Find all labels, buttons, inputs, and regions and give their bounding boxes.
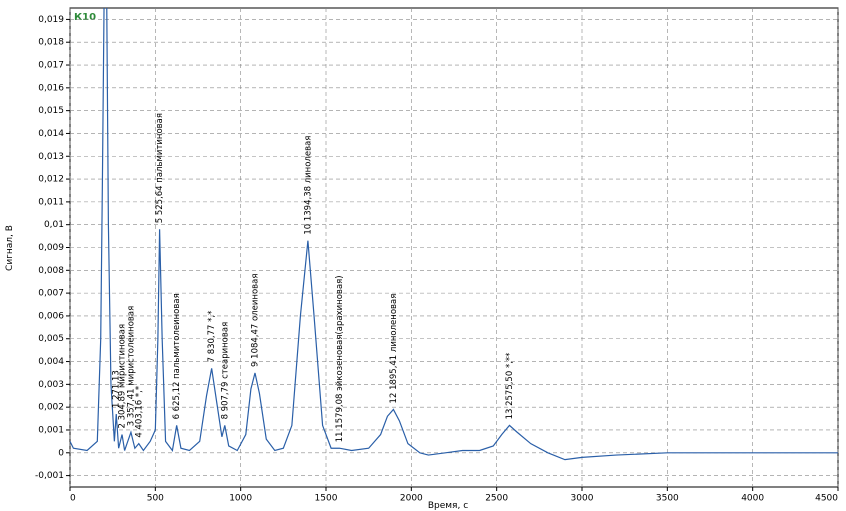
peak-label: 3 357,41 миристолеиновая <box>126 306 136 427</box>
x-tick-label: 2000 <box>400 494 423 504</box>
peak-label: 2 304,89 миристиновая <box>118 324 128 429</box>
peak-label: 13 2575,50 *,** <box>505 353 515 420</box>
peak-label: 6 625,12 пальмитолеиновая <box>172 293 182 419</box>
peak-label: 5 525,64 пальмитиновая <box>155 113 165 223</box>
peak-label: 9 1084,47 олеиновая <box>251 273 261 366</box>
x-tick-label: 0 <box>70 494 76 504</box>
y-tick-label: 0,002 <box>38 403 64 413</box>
y-axis-label: Сигнал, В <box>5 225 15 271</box>
trace-label: К10 <box>74 12 96 23</box>
y-tick-label: 0,016 <box>38 83 64 93</box>
y-tick-label: 0 <box>58 448 64 458</box>
x-tick-label: 500 <box>147 494 164 504</box>
peak-label: 8 907,79 стеариновая <box>220 322 230 420</box>
x-tick-label: 4000 <box>741 494 764 504</box>
y-tick-label: 0,013 <box>38 152 64 162</box>
x-tick-label: 1000 <box>229 494 252 504</box>
x-tick-label: 4500 <box>815 494 838 504</box>
y-tick-label: 0,001 <box>38 425 64 435</box>
peak-label: 7 830,77 *,* <box>207 311 217 363</box>
y-tick-label: -0,001 <box>35 471 64 481</box>
peak-label: 11 1579,08 эйкозеновая(арахиновая) <box>335 275 345 442</box>
y-tick-label: 0,007 <box>38 289 64 299</box>
y-tick-label: 0,006 <box>38 311 64 321</box>
y-tick-label: 0,005 <box>38 334 64 344</box>
y-tick-label: 0,012 <box>38 175 64 185</box>
x-tick-label: 3000 <box>571 494 594 504</box>
peak-label: 1 271,13 <box>112 370 122 408</box>
y-tick-label: 0,011 <box>38 197 64 207</box>
y-tick-label: 0,017 <box>38 61 64 71</box>
y-tick-label: 0,019 <box>38 15 64 25</box>
y-tick-label: 0,018 <box>38 38 64 48</box>
peak-label: 10 1394,38 линолевая <box>303 136 313 235</box>
x-axis-label: Время, с <box>428 501 468 511</box>
y-tick-label: 0,01 <box>44 220 64 230</box>
y-tick-label: 0,014 <box>38 129 64 139</box>
y-tick-label: 0,015 <box>38 106 64 116</box>
x-tick-label: 1500 <box>315 494 338 504</box>
peak-label: 4 403,16 *,* <box>134 386 144 438</box>
signal-line <box>70 8 838 461</box>
peak-label: 12 1895,41 линоленовая <box>389 294 399 404</box>
x-tick-label: 3500 <box>656 494 679 504</box>
x-tick-label: 2500 <box>485 494 508 504</box>
plot-clip-group <box>70 8 838 461</box>
y-tick-label: 0,004 <box>38 357 64 367</box>
y-tick-label: 0,009 <box>38 243 64 253</box>
y-tick-label: 0,003 <box>38 380 64 390</box>
y-tick-label: 0,008 <box>38 266 64 276</box>
